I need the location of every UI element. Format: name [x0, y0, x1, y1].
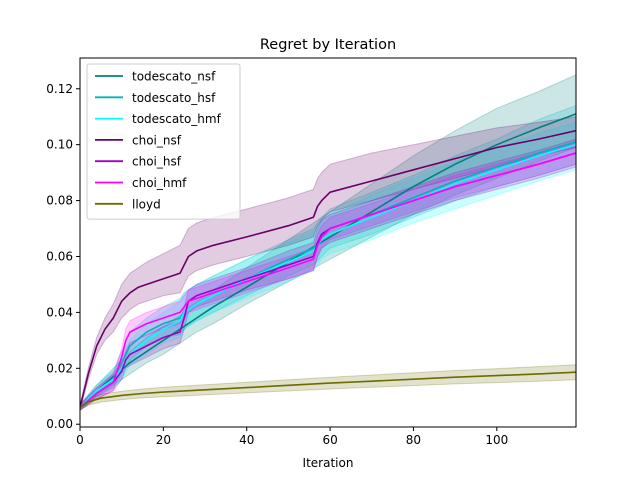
x-axis-label: Iteration — [303, 456, 354, 470]
y-tick-label: 0.04 — [46, 305, 73, 319]
legend-label: todescato_nsf — [132, 70, 216, 84]
x-tick-label: 20 — [156, 433, 171, 447]
legend-label: todescato_hmf — [132, 112, 222, 126]
y-tick-label: 0.02 — [46, 361, 73, 375]
band-todescato-hmf — [80, 121, 576, 411]
legend-label: choi_hsf — [132, 155, 182, 169]
y-tick-label: 0.08 — [46, 194, 73, 208]
y-tick-label: 0.10 — [46, 138, 73, 152]
legend-box — [86, 63, 241, 220]
plot-frame — [79, 57, 577, 428]
series-lines — [80, 113, 576, 409]
series-line-todescato-nsf — [80, 113, 576, 408]
y-tick-label: 0.06 — [46, 249, 73, 263]
series-line-choi-hmf — [80, 152, 576, 409]
band-choi-hmf — [80, 141, 576, 411]
x-tick-label: 60 — [322, 433, 337, 447]
x-tick-label: 100 — [485, 433, 508, 447]
x-tick-label: 0 — [76, 433, 84, 447]
y-axis: 0.00 0.02 0.04 0.06 0.08 0.10 0.12 — [46, 82, 80, 431]
x-axis: 0 20 40 60 80 100 — [76, 427, 508, 447]
y-tick-label: 0.00 — [46, 417, 73, 431]
legend-label: todescato_hsf — [132, 91, 216, 105]
band-choi-nsf — [80, 116, 576, 411]
legend-label: lloyd — [132, 197, 161, 211]
legend-label: choi_nsf — [132, 133, 182, 147]
legend-label: choi_hmf — [132, 176, 187, 190]
legend: todescato_nsf todescato_hsf todescato_hmfc… — [86, 63, 241, 220]
chart-title: Regret by Iteration — [260, 37, 396, 53]
band-lloyd — [80, 364, 576, 411]
series-line-choi-nsf — [80, 129, 576, 408]
series-line-lloyd — [80, 371, 576, 409]
x-tick-label: 80 — [406, 433, 421, 447]
y-tick-label: 0.12 — [46, 82, 73, 96]
x-tick-label: 40 — [239, 433, 254, 447]
